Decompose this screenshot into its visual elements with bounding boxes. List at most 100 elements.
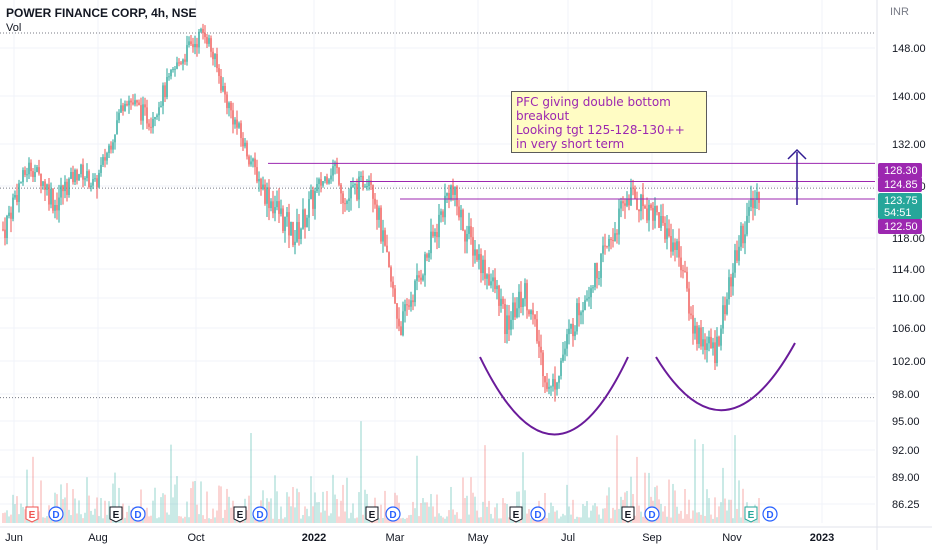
volume-bar: [78, 500, 80, 523]
candle-body: [650, 204, 652, 209]
volume-bar: [122, 503, 124, 523]
candle-body: [482, 259, 484, 274]
volume-bar: [320, 512, 322, 523]
candle-body: [458, 206, 460, 218]
y-tick-label: 110.00: [892, 293, 925, 305]
candle-body: [2, 229, 4, 231]
candle-body: [758, 192, 760, 203]
volume-bar: [542, 518, 544, 523]
volume-bar: [486, 506, 488, 523]
candle-body: [530, 310, 532, 315]
event-marker-letter: D: [648, 510, 655, 521]
x-tick-label: 2022: [302, 532, 326, 544]
volume-bar: [642, 516, 644, 523]
volume-bar: [68, 509, 70, 523]
candle-body: [216, 53, 218, 69]
candle-body: [158, 107, 160, 116]
candle-body: [570, 323, 572, 329]
volume-bar: [450, 486, 452, 523]
candle-body: [686, 271, 688, 289]
volume-bar: [688, 499, 690, 523]
candle-body: [668, 228, 670, 237]
volume-bar: [418, 516, 420, 523]
candle-body: [144, 104, 146, 108]
candle-body: [180, 62, 182, 64]
volume-bar: [354, 518, 356, 523]
volume-bar: [572, 499, 574, 523]
volume-bar: [226, 488, 228, 523]
candle-body: [516, 308, 518, 318]
candle-body: [52, 188, 54, 211]
volume-bar: [528, 508, 530, 523]
candle-body: [564, 348, 566, 355]
candle-body: [422, 275, 424, 281]
volume-bar: [560, 516, 562, 523]
volume-bar: [716, 517, 718, 523]
dividend-marker-shape: [762, 506, 778, 522]
candle-body: [30, 162, 32, 172]
candle-body: [690, 313, 692, 316]
candle-body: [670, 236, 672, 252]
volume-bar: [344, 511, 346, 523]
candle-body: [470, 226, 472, 238]
level-price-label: 128.30: [878, 163, 922, 178]
volume-bar: [38, 511, 40, 523]
candle-body: [88, 171, 90, 188]
candle-body: [284, 216, 286, 231]
volume-bar: [4, 512, 6, 523]
candle-body: [212, 51, 214, 60]
annotation-note[interactable]: PFC giving double bottom breakout Lookin…: [511, 91, 707, 153]
x-tick-label: Aug: [88, 532, 108, 544]
volume-bar: [146, 507, 148, 523]
volume-bar: [646, 518, 648, 523]
candle-body: [80, 164, 82, 175]
volume-bar: [42, 517, 44, 523]
volume-bar: [588, 517, 590, 523]
volume-bar: [738, 480, 740, 523]
volume-bar: [286, 492, 288, 523]
volume-bar: [298, 492, 300, 523]
volume-bar: [648, 472, 650, 523]
candle-body: [152, 118, 154, 128]
volume-bar: [358, 492, 360, 523]
volume-bar: [290, 506, 292, 523]
candle-body: [308, 199, 310, 218]
volume-bar: [586, 501, 588, 523]
level-label-text: 128.30: [884, 165, 918, 177]
volume-bar: [480, 517, 482, 523]
candle-body: [256, 167, 258, 182]
candle-body: [706, 343, 708, 350]
candle-body: [142, 104, 144, 121]
volume-bar: [176, 476, 178, 523]
volume-bar: [420, 503, 422, 523]
volume-bar: [2, 513, 4, 523]
volume-bar: [162, 493, 164, 523]
candle-body: [126, 103, 128, 106]
candle-body: [92, 179, 94, 186]
candle-body: [432, 231, 434, 237]
candle-body: [484, 259, 486, 279]
volume-bar: [594, 503, 596, 523]
volume-bar: [266, 498, 268, 523]
candle-body: [388, 252, 390, 268]
candle-body: [102, 157, 104, 165]
candle-body: [124, 103, 126, 111]
candle-body: [460, 209, 462, 218]
candle-body: [254, 158, 256, 168]
candle-body: [500, 298, 502, 306]
candle-body: [304, 209, 306, 228]
candle-body: [644, 206, 646, 209]
candle-body: [34, 172, 36, 178]
volume-bar: [708, 498, 710, 523]
candle-body: [742, 225, 744, 244]
volume-bar: [310, 476, 312, 523]
candle-body: [642, 194, 644, 207]
volume-bar: [294, 507, 296, 523]
volume-bar: [656, 485, 658, 523]
volume-bar: [270, 498, 272, 523]
y-tick-label: 92.00: [892, 445, 920, 457]
volume-bar: [498, 518, 500, 523]
volume-bar: [98, 516, 100, 523]
candle-body: [632, 187, 634, 189]
